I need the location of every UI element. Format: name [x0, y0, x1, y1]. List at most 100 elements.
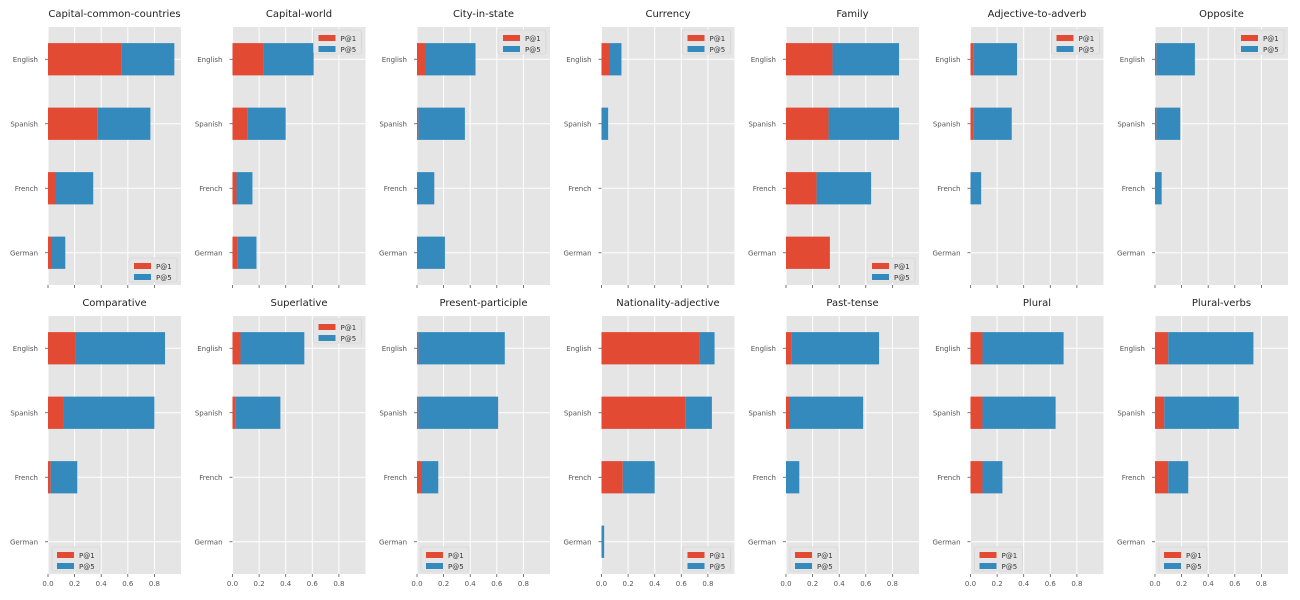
legend: P@1P@5 — [1051, 29, 1100, 55]
bar-spanish-pat1 — [417, 107, 419, 140]
x-tick-label: 0.4 — [465, 580, 477, 588]
bar-english-pat5 — [1156, 43, 1195, 76]
y-tick-label: Spanish — [1117, 409, 1145, 417]
bar-spanish-pat1 — [786, 396, 790, 429]
x-tick-label: 0.0 — [1149, 580, 1160, 588]
bar-english-pat5 — [121, 43, 175, 76]
bar-spanish-pat5 — [1164, 396, 1239, 429]
y-tick-label: French — [199, 185, 222, 193]
y-tick-label: French — [753, 474, 776, 482]
x-tick-label: 0.2 — [69, 580, 80, 588]
bar-spanish-pat5 — [601, 107, 609, 140]
legend-swatch — [687, 563, 705, 569]
bar-spanish-pat5 — [247, 107, 286, 140]
y-tick-label: Spanish — [564, 120, 592, 128]
y-tick-label: Spanish — [748, 120, 776, 128]
x-tick-label: 0.2 — [992, 580, 1003, 588]
bar-french-pat1 — [48, 461, 51, 494]
legend-swatch — [979, 563, 997, 569]
y-tick-label: French — [384, 185, 407, 193]
y-tick-label: English — [197, 56, 222, 64]
legend-swatch — [687, 35, 705, 41]
subplot-title: Comparative — [82, 298, 146, 309]
x-tick-label: 0.8 — [1071, 580, 1082, 588]
bar-french-pat1 — [417, 461, 421, 494]
bar-spanish-pat5 — [685, 396, 712, 429]
x-tick-label: 0.0 — [780, 580, 791, 588]
y-tick-label: Spanish — [195, 120, 223, 128]
x-tick-label: 0.2 — [438, 580, 449, 588]
legend-label: P@5 — [817, 563, 833, 571]
bar-spanish-pat1 — [970, 107, 974, 140]
bar-english-pat5 — [240, 332, 305, 365]
bar-french-pat5 — [816, 172, 872, 205]
subplot-city-in-state: English Spanish French German City-in-state P… — [379, 9, 550, 288]
y-tick-label: French — [753, 185, 776, 193]
subplot-plural: English Spanish French German 0.0 0.2 0.4 0.6 0.… — [932, 298, 1104, 588]
bar-french-pat5 — [982, 461, 1003, 494]
y-tick-label: Spanish — [195, 409, 223, 417]
bar-english-pat1 — [601, 43, 610, 76]
legend-swatch — [503, 35, 520, 41]
legend: P@1P@5 — [313, 29, 362, 55]
legend-label: P@1 — [710, 35, 726, 43]
legend-swatch — [318, 324, 336, 330]
legend-label: P@5 — [1002, 563, 1018, 571]
bar-french-pat5 — [622, 461, 655, 494]
bar-french-pat1 — [601, 461, 623, 494]
subplot-title: Past-tense — [826, 298, 878, 309]
bar-german-pat1 — [786, 236, 830, 269]
bar-spanish-pat5 — [418, 396, 499, 429]
y-tick-label: German — [1117, 538, 1145, 546]
y-tick-label: German — [194, 538, 222, 546]
y-tick-label: German — [748, 538, 776, 546]
subplot-title: Plural — [1023, 298, 1051, 309]
legend-swatch — [318, 35, 336, 41]
subplot-title: Currency — [645, 9, 690, 20]
y-tick-label: Spanish — [10, 409, 38, 417]
x-tick-label: 0.0 — [411, 580, 422, 588]
x-tick-label: 0.2 — [254, 580, 265, 588]
bar-german-pat5 — [51, 236, 66, 269]
bar-spanish-pat5 — [789, 396, 864, 429]
bar-spanish-pat5 — [418, 107, 465, 140]
y-tick-label: German — [932, 249, 960, 257]
y-tick-label: English — [13, 345, 38, 353]
legend: P@1P@5 — [866, 257, 916, 283]
bar-spanish-pat1 — [48, 396, 64, 429]
x-tick-label: 0.8 — [1256, 580, 1267, 588]
legend-label: P@5 — [341, 335, 357, 343]
subplot-present-participle: English Spanish French German 0.0 0.2 0.4 0.6 0.… — [379, 298, 550, 588]
subplot-title: Nationality-adjective — [616, 298, 719, 309]
x-tick-label: 0.4 — [649, 580, 661, 588]
bar-english-pat1 — [48, 332, 76, 365]
x-tick-label: 0.6 — [491, 580, 503, 588]
legend-swatch — [318, 46, 336, 52]
bar-english-pat1 — [48, 43, 122, 76]
legend-label: P@1 — [894, 263, 910, 271]
bar-spanish-pat1 — [1155, 396, 1165, 429]
x-tick-label: 0.4 — [96, 580, 108, 588]
bar-spanish-pat5 — [235, 396, 281, 429]
legend-label: P@5 — [1079, 46, 1095, 54]
bar-spanish-pat1 — [786, 107, 829, 140]
bar-english-pat5 — [609, 43, 622, 76]
y-tick-label: French — [15, 474, 38, 482]
y-tick-label: German — [10, 538, 38, 546]
y-tick-label: German — [563, 538, 591, 546]
y-tick-label: Spanish — [748, 409, 776, 417]
subplot-title: Present-participle — [440, 298, 528, 309]
bar-english-pat5 — [982, 332, 1064, 365]
legend-label: P@1 — [79, 552, 95, 560]
y-tick-label: Spanish — [1117, 120, 1145, 128]
legend-swatch — [134, 274, 151, 280]
bar-english-pat1 — [1155, 43, 1157, 76]
bar-english-pat1 — [786, 43, 833, 76]
bar-english-pat5 — [75, 332, 166, 365]
x-tick-label: 0.0 — [965, 580, 976, 588]
subplot-comparative: English Spanish French German 0.0 0.2 0.4 0.6 0.… — [10, 298, 181, 588]
y-tick-label: Spanish — [379, 409, 407, 417]
